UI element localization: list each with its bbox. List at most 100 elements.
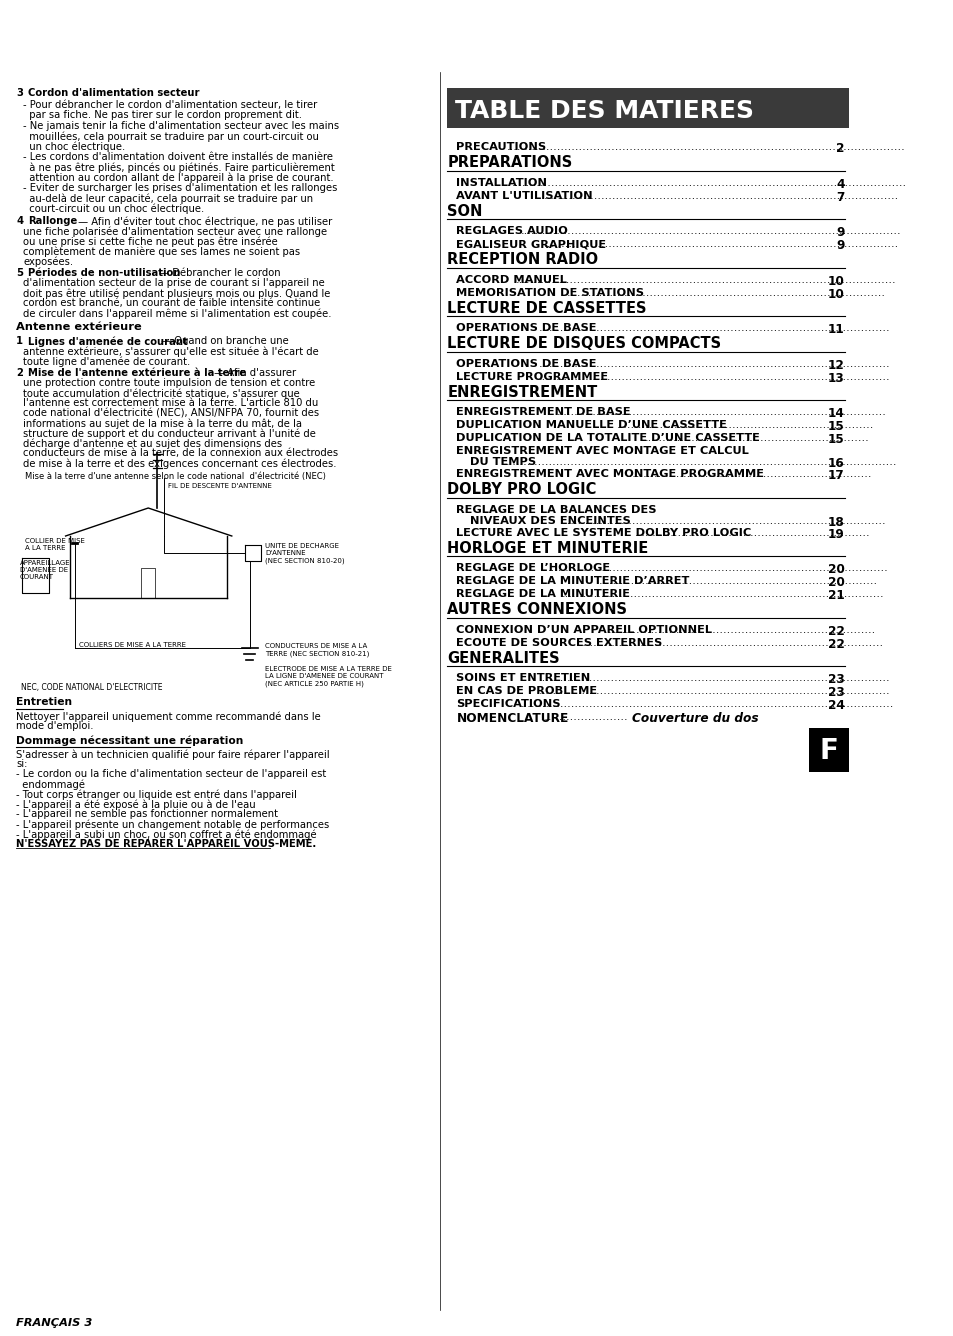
Text: 20: 20 [827, 576, 843, 589]
Text: structure de support et du conducteur arrivant à l'unité de: structure de support et du conducteur ar… [23, 428, 315, 438]
Text: ................................................................................: ........................................… [543, 191, 898, 200]
Text: doit pas être utilisé pendant plusieurs mois ou plus. Quand le: doit pas être utilisé pendant plusieurs … [23, 289, 331, 298]
Text: mouillées, cela pourrait se traduire par un court-circuit ou: mouillées, cela pourrait se traduire par… [23, 131, 319, 142]
Text: ................................................................................: ........................................… [506, 142, 904, 152]
Text: toute accumulation d'électricité statique, s'assurer que: toute accumulation d'électricité statiqu… [23, 387, 300, 398]
Text: ................................................................................: ........................................… [516, 274, 896, 285]
Text: 12: 12 [827, 358, 843, 371]
Text: ..........................................................................: ........................................… [607, 624, 875, 635]
Text: — Débrancher le cordon: — Débrancher le cordon [156, 269, 280, 278]
Text: ................................................................................: ........................................… [538, 371, 889, 382]
Text: ................................................................................: ........................................… [538, 358, 889, 369]
Text: ................................................................................: ........................................… [557, 407, 886, 417]
Text: EN CAS DE PROBLEME: EN CAS DE PROBLEME [456, 685, 597, 696]
Text: 10: 10 [827, 274, 843, 287]
Text: TABLE DES MATIERES: TABLE DES MATIERES [455, 99, 753, 123]
Text: CONDUCTEURS DE MISE A LA
TERRE (NEC SECTION 810-21): CONDUCTEURS DE MISE A LA TERRE (NEC SECT… [265, 643, 369, 656]
Text: .................................................................: ........................................… [635, 528, 870, 537]
Text: N'ESSAYEZ PAS DE REPARER L'APPAREIL VOUS-MEME.: N'ESSAYEZ PAS DE REPARER L'APPAREIL VOUS… [16, 839, 316, 848]
Text: PRECAUTIONS: PRECAUTIONS [456, 142, 546, 152]
Bar [447, 88, 848, 128]
Text: ................................................................................: ........................................… [547, 562, 888, 573]
Text: ENREGISTREMENT AVEC MONTAGE PROGRAMME: ENREGISTREMENT AVEC MONTAGE PROGRAMME [456, 469, 763, 480]
Text: 23: 23 [827, 685, 843, 699]
Text: Antenne extérieure: Antenne extérieure [16, 322, 142, 333]
Text: 10: 10 [827, 287, 843, 301]
Text: DU TEMPS: DU TEMPS [470, 457, 536, 468]
Text: Entretien: Entretien [16, 697, 72, 707]
Text: - L'appareil a été exposé à la pluie ou à de l'eau: - L'appareil a été exposé à la pluie ou … [16, 799, 255, 810]
Text: ACCORD MANUEL: ACCORD MANUEL [456, 274, 567, 285]
Text: 4: 4 [16, 216, 23, 226]
Text: une protection contre toute impulsion de tension et contre: une protection contre toute impulsion de… [23, 378, 315, 387]
Text: COLLIERS DE MISE A LA TERRE: COLLIERS DE MISE A LA TERRE [79, 643, 186, 648]
Text: LECTURE DE DISQUES COMPACTS: LECTURE DE DISQUES COMPACTS [447, 335, 720, 351]
Text: — Quand on branche une: — Quand on branche une [158, 335, 289, 346]
Text: - L'appareil présente un changement notable de performances: - L'appareil présente un changement nota… [16, 819, 329, 830]
Text: - L'appareil a subi un choc, ou son coffret a été endommagé: - L'appareil a subi un choc, ou son coff… [16, 830, 316, 839]
Text: .............................................................................: ........................................… [598, 576, 877, 587]
Text: ................................................................................: ........................................… [563, 516, 886, 525]
Text: ................................................................................: ........................................… [520, 699, 893, 709]
Text: PREPARATIONS: PREPARATIONS [447, 155, 572, 170]
Text: AVANT L'UTILISATION: AVANT L'UTILISATION [456, 191, 593, 200]
Text: ..............................................................: ........................................… [643, 433, 868, 444]
Text: Mise de l'antenne extérieure à la terre: Mise de l'antenne extérieure à la terre [28, 367, 246, 378]
Text: Nettoyer l'appareil uniquement comme recommandé dans le: Nettoyer l'appareil uniquement comme rec… [16, 711, 320, 721]
Text: Mise à la terre d'une antenne selon le code national  d'électricité (NEC): Mise à la terre d'une antenne selon le c… [25, 472, 326, 481]
Text: F: F [819, 737, 838, 766]
Text: ................................................................................: ........................................… [543, 239, 898, 248]
Text: 9: 9 [835, 239, 843, 253]
Text: ................................................................................: ........................................… [511, 178, 905, 187]
Text: - Ne jamais tenir la fiche d'alimentation secteur avec les mains: - Ne jamais tenir la fiche d'alimentatio… [23, 122, 339, 131]
Text: cordon est branché, un courant de faible intensité continue: cordon est branché, un courant de faible… [23, 298, 320, 309]
Text: ou une prise si cette fiche ne peut pas être insérée: ou une prise si cette fiche ne peut pas … [23, 236, 278, 247]
Text: ....................................................................: ........................................… [625, 469, 871, 480]
Text: OPERATIONS DE BASE: OPERATIONS DE BASE [456, 358, 597, 369]
Text: RECEPTION RADIO: RECEPTION RADIO [447, 253, 598, 267]
Text: ELECTRODE DE MISE A LA TERRE DE
LA LIGNE D'AMENEE DE COURANT
(NEC ARTICLE 250 PA: ELECTRODE DE MISE A LA TERRE DE LA LIGNE… [265, 667, 392, 687]
Text: si:: si: [16, 759, 28, 770]
Text: au-delà de leur capacité, cela pourrait se traduire par un: au-delà de leur capacité, cela pourrait … [23, 192, 314, 203]
Text: APPAREILLAGE
D'AMENEE DE
COURANT: APPAREILLAGE D'AMENEE DE COURANT [20, 560, 71, 580]
Text: NEC, CODE NATIONAL D'ELECTRICITE: NEC, CODE NATIONAL D'ELECTRICITE [21, 683, 162, 692]
Text: 19: 19 [827, 528, 843, 541]
Text: .......................................................................: ........................................… [617, 420, 873, 430]
Text: 13: 13 [827, 371, 843, 385]
Text: REGLAGE DE L’HORLOGE: REGLAGE DE L’HORLOGE [456, 562, 610, 573]
Text: ................................................................................: ........................................… [505, 457, 897, 468]
Text: - Pour débrancher le cordon d'alimentation secteur, le tirer: - Pour débrancher le cordon d'alimentati… [23, 100, 317, 110]
Text: 5: 5 [16, 269, 23, 278]
Text: Rallonge: Rallonge [28, 216, 77, 226]
Text: exposées.: exposées. [23, 257, 73, 266]
Text: 4: 4 [835, 178, 843, 191]
Text: — Afin d'éviter tout choc électrique, ne pas utiliser: — Afin d'éviter tout choc électrique, ne… [74, 216, 332, 227]
Text: - Eviter de surcharger les prises d'alimentation et les rallonges: - Eviter de surcharger les prises d'alim… [23, 183, 337, 192]
Text: REGLAGES AUDIO: REGLAGES AUDIO [456, 226, 568, 236]
Text: ENREGISTREMENT AVEC MONTAGE ET CALCUL: ENREGISTREMENT AVEC MONTAGE ET CALCUL [456, 446, 748, 456]
Text: DUPLICATION DE LA TOTALITE D’UNE CASSETTE: DUPLICATION DE LA TOTALITE D’UNE CASSETT… [456, 433, 760, 444]
Text: informations au sujet de la mise à la terre du mât, de la: informations au sujet de la mise à la te… [23, 418, 302, 429]
Text: NOMENCLATURE: NOMENCLATURE [456, 712, 568, 725]
Text: EGALISEUR GRAPHIQUE: EGALISEUR GRAPHIQUE [456, 239, 606, 248]
Text: 22: 22 [827, 637, 843, 651]
Text: toute ligne d'amenée de courant.: toute ligne d'amenée de courant. [23, 355, 191, 366]
Text: antenne extérieure, s'assurer qu'elle est située à l'écart de: antenne extérieure, s'assurer qu'elle es… [23, 346, 318, 357]
Text: 2: 2 [16, 367, 23, 378]
Text: 1: 1 [16, 335, 23, 346]
Text: ................................................................................: ........................................… [561, 589, 883, 599]
Text: 23: 23 [827, 673, 843, 685]
Text: 21: 21 [827, 589, 843, 603]
Text: mode d'emploi.: mode d'emploi. [16, 721, 93, 731]
Text: décharge d'antenne et au sujet des dimensions des: décharge d'antenne et au sujet des dimen… [23, 438, 282, 449]
Text: ENREGISTREMENT: ENREGISTREMENT [447, 385, 597, 399]
Text: CONNEXION D’UN APPAREIL OPTIONNEL: CONNEXION D’UN APPAREIL OPTIONNEL [456, 624, 712, 635]
Text: à ne pas être pliés, pincés ou piétinés. Faire particulièrement: à ne pas être pliés, pincés ou piétinés.… [23, 162, 335, 172]
Text: 11: 11 [827, 323, 843, 335]
Text: ................................................................................: ........................................… [520, 226, 901, 236]
Text: code national d'électricité (NEC), ANSI/NFPA 70, fournit des: code national d'électricité (NEC), ANSI/… [23, 407, 319, 418]
Text: 22: 22 [827, 624, 843, 637]
Text: REGLAGE DE LA MINUTERIE D’ARRET: REGLAGE DE LA MINUTERIE D’ARRET [456, 576, 689, 587]
Text: 17: 17 [827, 469, 843, 482]
Text: Périodes de non-utilisation: Périodes de non-utilisation [28, 269, 180, 278]
